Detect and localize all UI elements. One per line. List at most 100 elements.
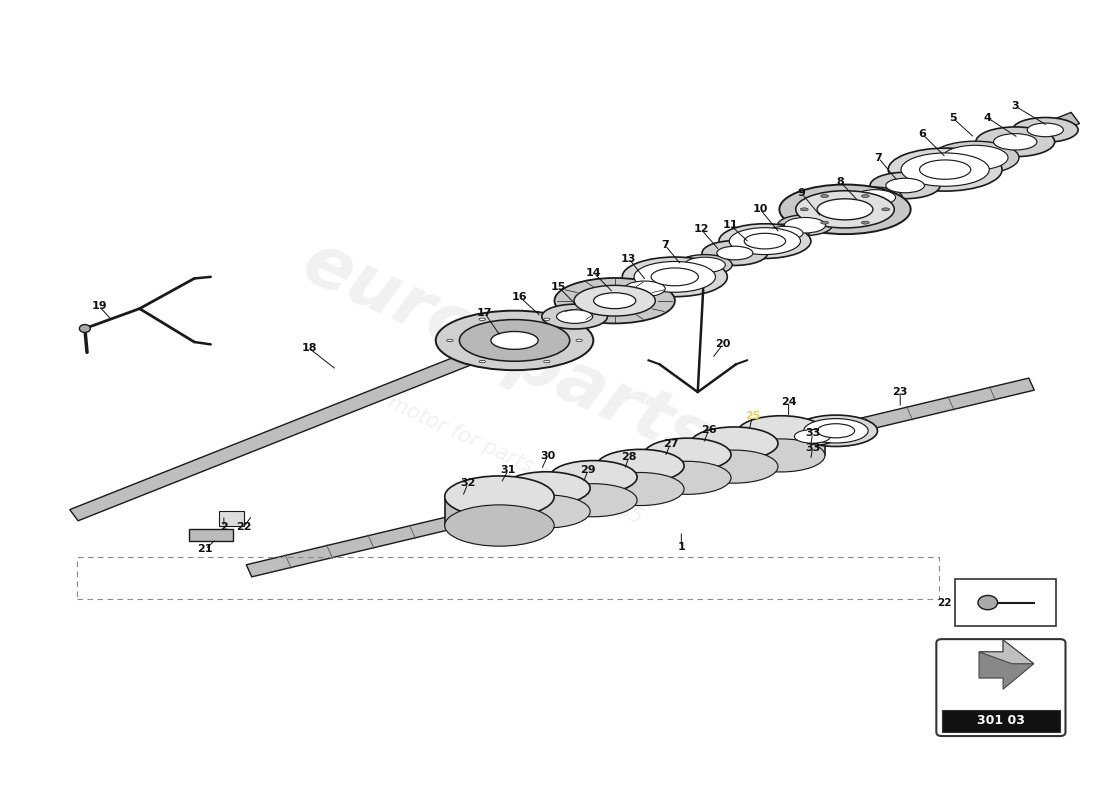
Ellipse shape [794, 415, 878, 446]
Text: 30: 30 [540, 450, 556, 461]
Ellipse shape [761, 224, 808, 242]
Text: 24: 24 [781, 397, 796, 406]
Text: a motor for parts since 1985: a motor for parts since 1985 [367, 383, 646, 528]
Ellipse shape [574, 286, 656, 316]
Ellipse shape [460, 319, 570, 362]
FancyBboxPatch shape [644, 454, 732, 478]
Ellipse shape [684, 257, 725, 273]
Ellipse shape [901, 153, 989, 186]
Ellipse shape [624, 281, 666, 297]
Ellipse shape [623, 257, 727, 297]
Ellipse shape [767, 226, 803, 240]
FancyBboxPatch shape [220, 511, 243, 526]
Ellipse shape [804, 418, 868, 443]
Text: 4: 4 [983, 113, 992, 123]
Polygon shape [979, 640, 1034, 689]
Text: 32: 32 [460, 478, 475, 489]
Ellipse shape [596, 473, 684, 506]
Ellipse shape [848, 187, 902, 208]
Text: 301 03: 301 03 [977, 714, 1025, 727]
Ellipse shape [779, 185, 911, 234]
Text: 29: 29 [581, 465, 596, 475]
Ellipse shape [943, 146, 1008, 170]
FancyBboxPatch shape [596, 466, 684, 489]
Ellipse shape [855, 190, 895, 205]
Ellipse shape [594, 293, 636, 309]
Polygon shape [69, 112, 1079, 521]
Text: 23: 23 [892, 387, 907, 397]
Ellipse shape [691, 427, 778, 460]
Text: eurosparts: eurosparts [292, 228, 722, 477]
Text: 7: 7 [874, 153, 882, 162]
Ellipse shape [920, 160, 971, 179]
Ellipse shape [1012, 118, 1078, 142]
Text: 26: 26 [701, 425, 716, 435]
Text: 11: 11 [723, 220, 738, 230]
Text: 9: 9 [798, 189, 805, 198]
Ellipse shape [795, 190, 894, 228]
Ellipse shape [976, 127, 1055, 157]
Ellipse shape [737, 439, 825, 472]
Ellipse shape [993, 134, 1037, 150]
Text: 27: 27 [662, 438, 678, 449]
Text: 16: 16 [512, 292, 527, 302]
FancyBboxPatch shape [503, 488, 591, 511]
Text: 17: 17 [476, 308, 492, 318]
Ellipse shape [480, 318, 485, 321]
Ellipse shape [817, 424, 855, 438]
Ellipse shape [447, 339, 453, 342]
Ellipse shape [543, 360, 550, 362]
Text: 20: 20 [715, 339, 730, 350]
Text: 22: 22 [235, 522, 251, 532]
Ellipse shape [678, 254, 733, 275]
FancyBboxPatch shape [737, 432, 825, 455]
Ellipse shape [882, 208, 890, 211]
Ellipse shape [719, 224, 811, 258]
Text: 1: 1 [678, 542, 685, 552]
Ellipse shape [644, 438, 732, 471]
FancyBboxPatch shape [444, 497, 554, 526]
Ellipse shape [79, 325, 90, 333]
Text: 33: 33 [805, 428, 821, 438]
Ellipse shape [717, 246, 752, 260]
Ellipse shape [554, 278, 675, 323]
Text: 5: 5 [949, 113, 957, 123]
Text: 14: 14 [586, 268, 602, 278]
Ellipse shape [978, 595, 998, 610]
Ellipse shape [691, 450, 778, 483]
FancyBboxPatch shape [955, 578, 1056, 626]
Text: 7: 7 [661, 240, 669, 250]
Ellipse shape [550, 461, 637, 494]
Ellipse shape [550, 484, 637, 517]
Ellipse shape [801, 208, 808, 211]
Ellipse shape [444, 476, 554, 518]
Text: 33: 33 [805, 442, 821, 453]
Ellipse shape [789, 427, 836, 446]
Text: 6: 6 [918, 129, 926, 139]
Ellipse shape [436, 310, 593, 370]
Ellipse shape [702, 241, 768, 266]
Ellipse shape [542, 304, 607, 329]
Text: 10: 10 [752, 204, 768, 214]
Ellipse shape [634, 262, 715, 292]
Ellipse shape [886, 178, 924, 193]
Text: 25: 25 [745, 411, 760, 421]
Ellipse shape [503, 495, 591, 528]
FancyBboxPatch shape [189, 529, 232, 542]
Ellipse shape [821, 221, 828, 224]
Text: 31: 31 [500, 465, 516, 475]
Ellipse shape [932, 141, 1019, 174]
Ellipse shape [491, 331, 538, 350]
Ellipse shape [651, 268, 698, 286]
Ellipse shape [821, 194, 828, 198]
Text: 12: 12 [693, 224, 708, 234]
Text: 19: 19 [91, 302, 107, 311]
Ellipse shape [861, 221, 869, 224]
Ellipse shape [644, 462, 732, 494]
Ellipse shape [596, 450, 684, 482]
Ellipse shape [784, 218, 825, 233]
Text: 3: 3 [1011, 101, 1019, 111]
Ellipse shape [576, 339, 582, 342]
Text: 13: 13 [621, 254, 637, 263]
Polygon shape [246, 378, 1034, 577]
